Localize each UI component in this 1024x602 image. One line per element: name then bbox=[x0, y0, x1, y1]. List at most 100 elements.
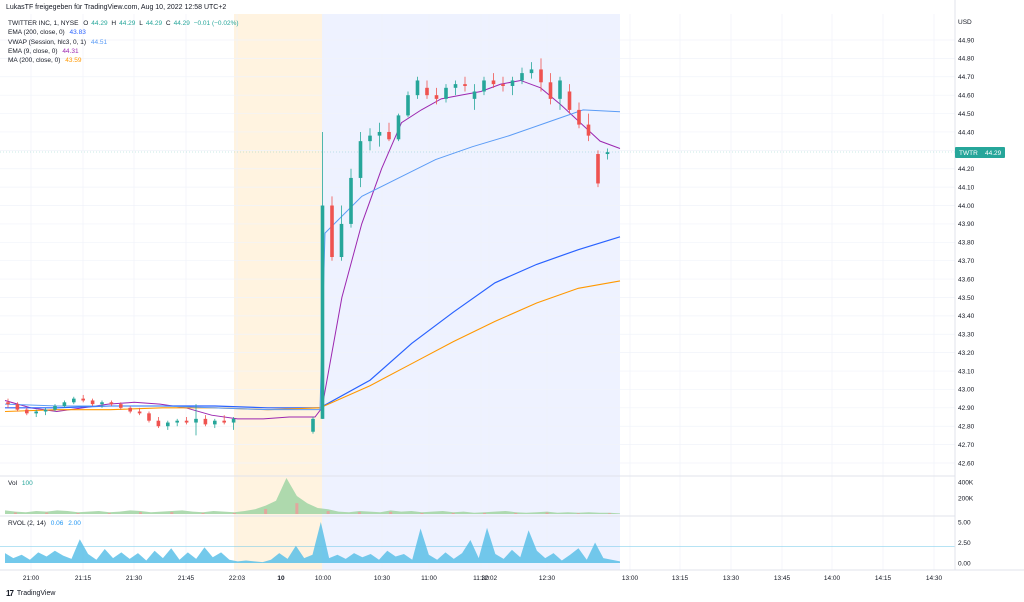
last-price-symbol: TWTR bbox=[959, 150, 978, 157]
volume-bar bbox=[232, 512, 236, 514]
legend-indicator-ema200[interactable]: EMA (200, close, 0) 43.83 bbox=[8, 28, 245, 37]
price-tick-label: 42.70 bbox=[958, 442, 975, 449]
indicator-label: EMA (200, close, 0) bbox=[8, 29, 65, 37]
candle-body bbox=[72, 398, 76, 403]
time-axis[interactable]: 21:00 21:15 21:30 21:45 22:03 10 10:00 10:30 11:… bbox=[23, 575, 943, 582]
time-tick-label: 10:30 bbox=[374, 575, 391, 582]
candle-body bbox=[605, 152, 610, 155]
candle-body bbox=[491, 80, 496, 85]
time-tick-label: 21:15 bbox=[75, 575, 92, 582]
candle-body bbox=[147, 413, 151, 421]
regular-session-highlight bbox=[322, 14, 620, 570]
legend-symbol[interactable]: TWITTER INC, 1, NYSE bbox=[8, 20, 79, 27]
volume-tick-label: 200K bbox=[958, 495, 974, 502]
candle-body bbox=[377, 131, 382, 136]
volume-legend[interactable]: Vol 100 bbox=[8, 480, 36, 487]
price-axis[interactable]: USD44.9044.8044.7044.6044.5044.4044.3044… bbox=[958, 19, 975, 567]
candle-body bbox=[184, 420, 189, 423]
legend-h-label: H bbox=[111, 20, 117, 27]
legend-indicator-ema9[interactable]: EMA (9, close, 0) 44.31 bbox=[8, 47, 245, 56]
candle-body bbox=[444, 87, 448, 99]
candle-body bbox=[529, 69, 534, 74]
indicator-value: 43.59 bbox=[65, 57, 82, 65]
price-tick-label: 42.80 bbox=[958, 424, 975, 431]
price-tick-label: 43.30 bbox=[958, 332, 975, 339]
last-price-badge: TWTR 44.29 bbox=[955, 147, 1005, 158]
volume-bar bbox=[13, 512, 17, 514]
candle-body bbox=[510, 80, 515, 86]
time-tick-label: 13:15 bbox=[672, 575, 689, 582]
volume-bar bbox=[545, 512, 549, 514]
candle-body bbox=[213, 420, 217, 425]
candle-body bbox=[15, 404, 20, 410]
candle-body bbox=[156, 420, 161, 427]
candle-body bbox=[548, 82, 553, 99]
rvol-legend[interactable]: RVOL (2, 14) 0.06 2.00 bbox=[8, 520, 84, 527]
indicator-value: 43.83 bbox=[69, 29, 86, 37]
legend-change: −0.01 (−0.02%) bbox=[193, 20, 239, 27]
time-tick-label: 14:15 bbox=[875, 575, 892, 582]
price-tick-label: 43.90 bbox=[958, 221, 975, 228]
candle-body bbox=[577, 109, 581, 125]
price-tick-label: 43.10 bbox=[958, 368, 975, 375]
candle-body bbox=[472, 91, 477, 99]
legend-close: 44.29 bbox=[173, 20, 190, 27]
legend-indicator-vwap[interactable]: VWAP (Session, hlc3, 0, 1) 44.51 bbox=[8, 38, 245, 47]
indicator-label: VWAP (Session, hlc3, 0, 1) bbox=[8, 38, 87, 46]
rvol-legend-value2: 2.00 bbox=[68, 520, 81, 527]
time-tick-label: 21:00 bbox=[23, 575, 40, 582]
footer[interactable]: 17 TradingView bbox=[6, 589, 55, 598]
legend-indicator-ma200[interactable]: MA (200, close, 0) 43.59 bbox=[8, 56, 245, 65]
indicator-value: 44.51 bbox=[90, 38, 108, 46]
candle-body bbox=[358, 141, 363, 178]
price-tick-label: 43.60 bbox=[958, 276, 975, 283]
candle-body bbox=[586, 124, 591, 136]
volume-bar bbox=[295, 503, 299, 514]
candle-body bbox=[203, 418, 208, 425]
time-tick-label: 13:00 bbox=[622, 575, 639, 582]
ema9-line bbox=[4, 79, 621, 420]
time-tick-label: 21:45 bbox=[178, 575, 195, 582]
price-tick-label: 44.80 bbox=[958, 56, 975, 63]
price-tick-label: 44.20 bbox=[958, 166, 975, 173]
candles bbox=[6, 58, 610, 436]
legend-ohlc: O 44.29 H 44.29 L 44.29 C 44.29 −0.01 (−0.02… bbox=[83, 20, 241, 27]
candle-body bbox=[482, 80, 486, 92]
legend-l-label: L bbox=[139, 20, 143, 27]
candle-body bbox=[330, 205, 334, 258]
price-axis-unit: USD bbox=[958, 19, 972, 26]
rvol-tick-label: 5.00 bbox=[958, 519, 971, 526]
candle-body bbox=[62, 402, 67, 406]
candle-body bbox=[434, 95, 439, 99]
time-tick-label: 10:00 bbox=[315, 575, 332, 582]
candle-body bbox=[453, 84, 458, 88]
candle-body bbox=[463, 84, 467, 86]
time-tick-label: 12:02 bbox=[481, 575, 498, 582]
time-tick-label: 10 bbox=[277, 575, 285, 582]
indicator-lines bbox=[4, 79, 621, 420]
volume-bar bbox=[264, 508, 268, 514]
price-tick-label: 44.00 bbox=[958, 203, 975, 210]
candle-body bbox=[222, 420, 226, 423]
price-tick-label: 44.60 bbox=[958, 92, 975, 99]
candle-body bbox=[128, 407, 132, 412]
candle-body bbox=[109, 402, 114, 405]
volume-bar bbox=[45, 512, 49, 514]
volume-pane bbox=[5, 478, 620, 514]
volume-bar bbox=[482, 512, 486, 514]
chart-legend: TWITTER INC, 1, NYSE O 44.29 H 44.29 L 44.2… bbox=[8, 19, 245, 65]
volume-bar bbox=[76, 512, 80, 514]
candle-body bbox=[320, 205, 325, 419]
candle-body bbox=[311, 418, 315, 432]
rvol-legend-value1: 0.06 bbox=[50, 520, 64, 527]
candle-body bbox=[137, 411, 142, 414]
footer-brand: TradingView bbox=[16, 590, 56, 597]
time-tick-label: 12:30 bbox=[539, 575, 556, 582]
volume-bar bbox=[170, 512, 174, 514]
ma200-line bbox=[4, 280, 621, 413]
time-tick-label: 13:30 bbox=[723, 575, 740, 582]
time-tick-label: 11:30 bbox=[473, 575, 489, 582]
rvol-tick-label: 0.00 bbox=[958, 560, 971, 567]
candle-body bbox=[53, 405, 57, 410]
